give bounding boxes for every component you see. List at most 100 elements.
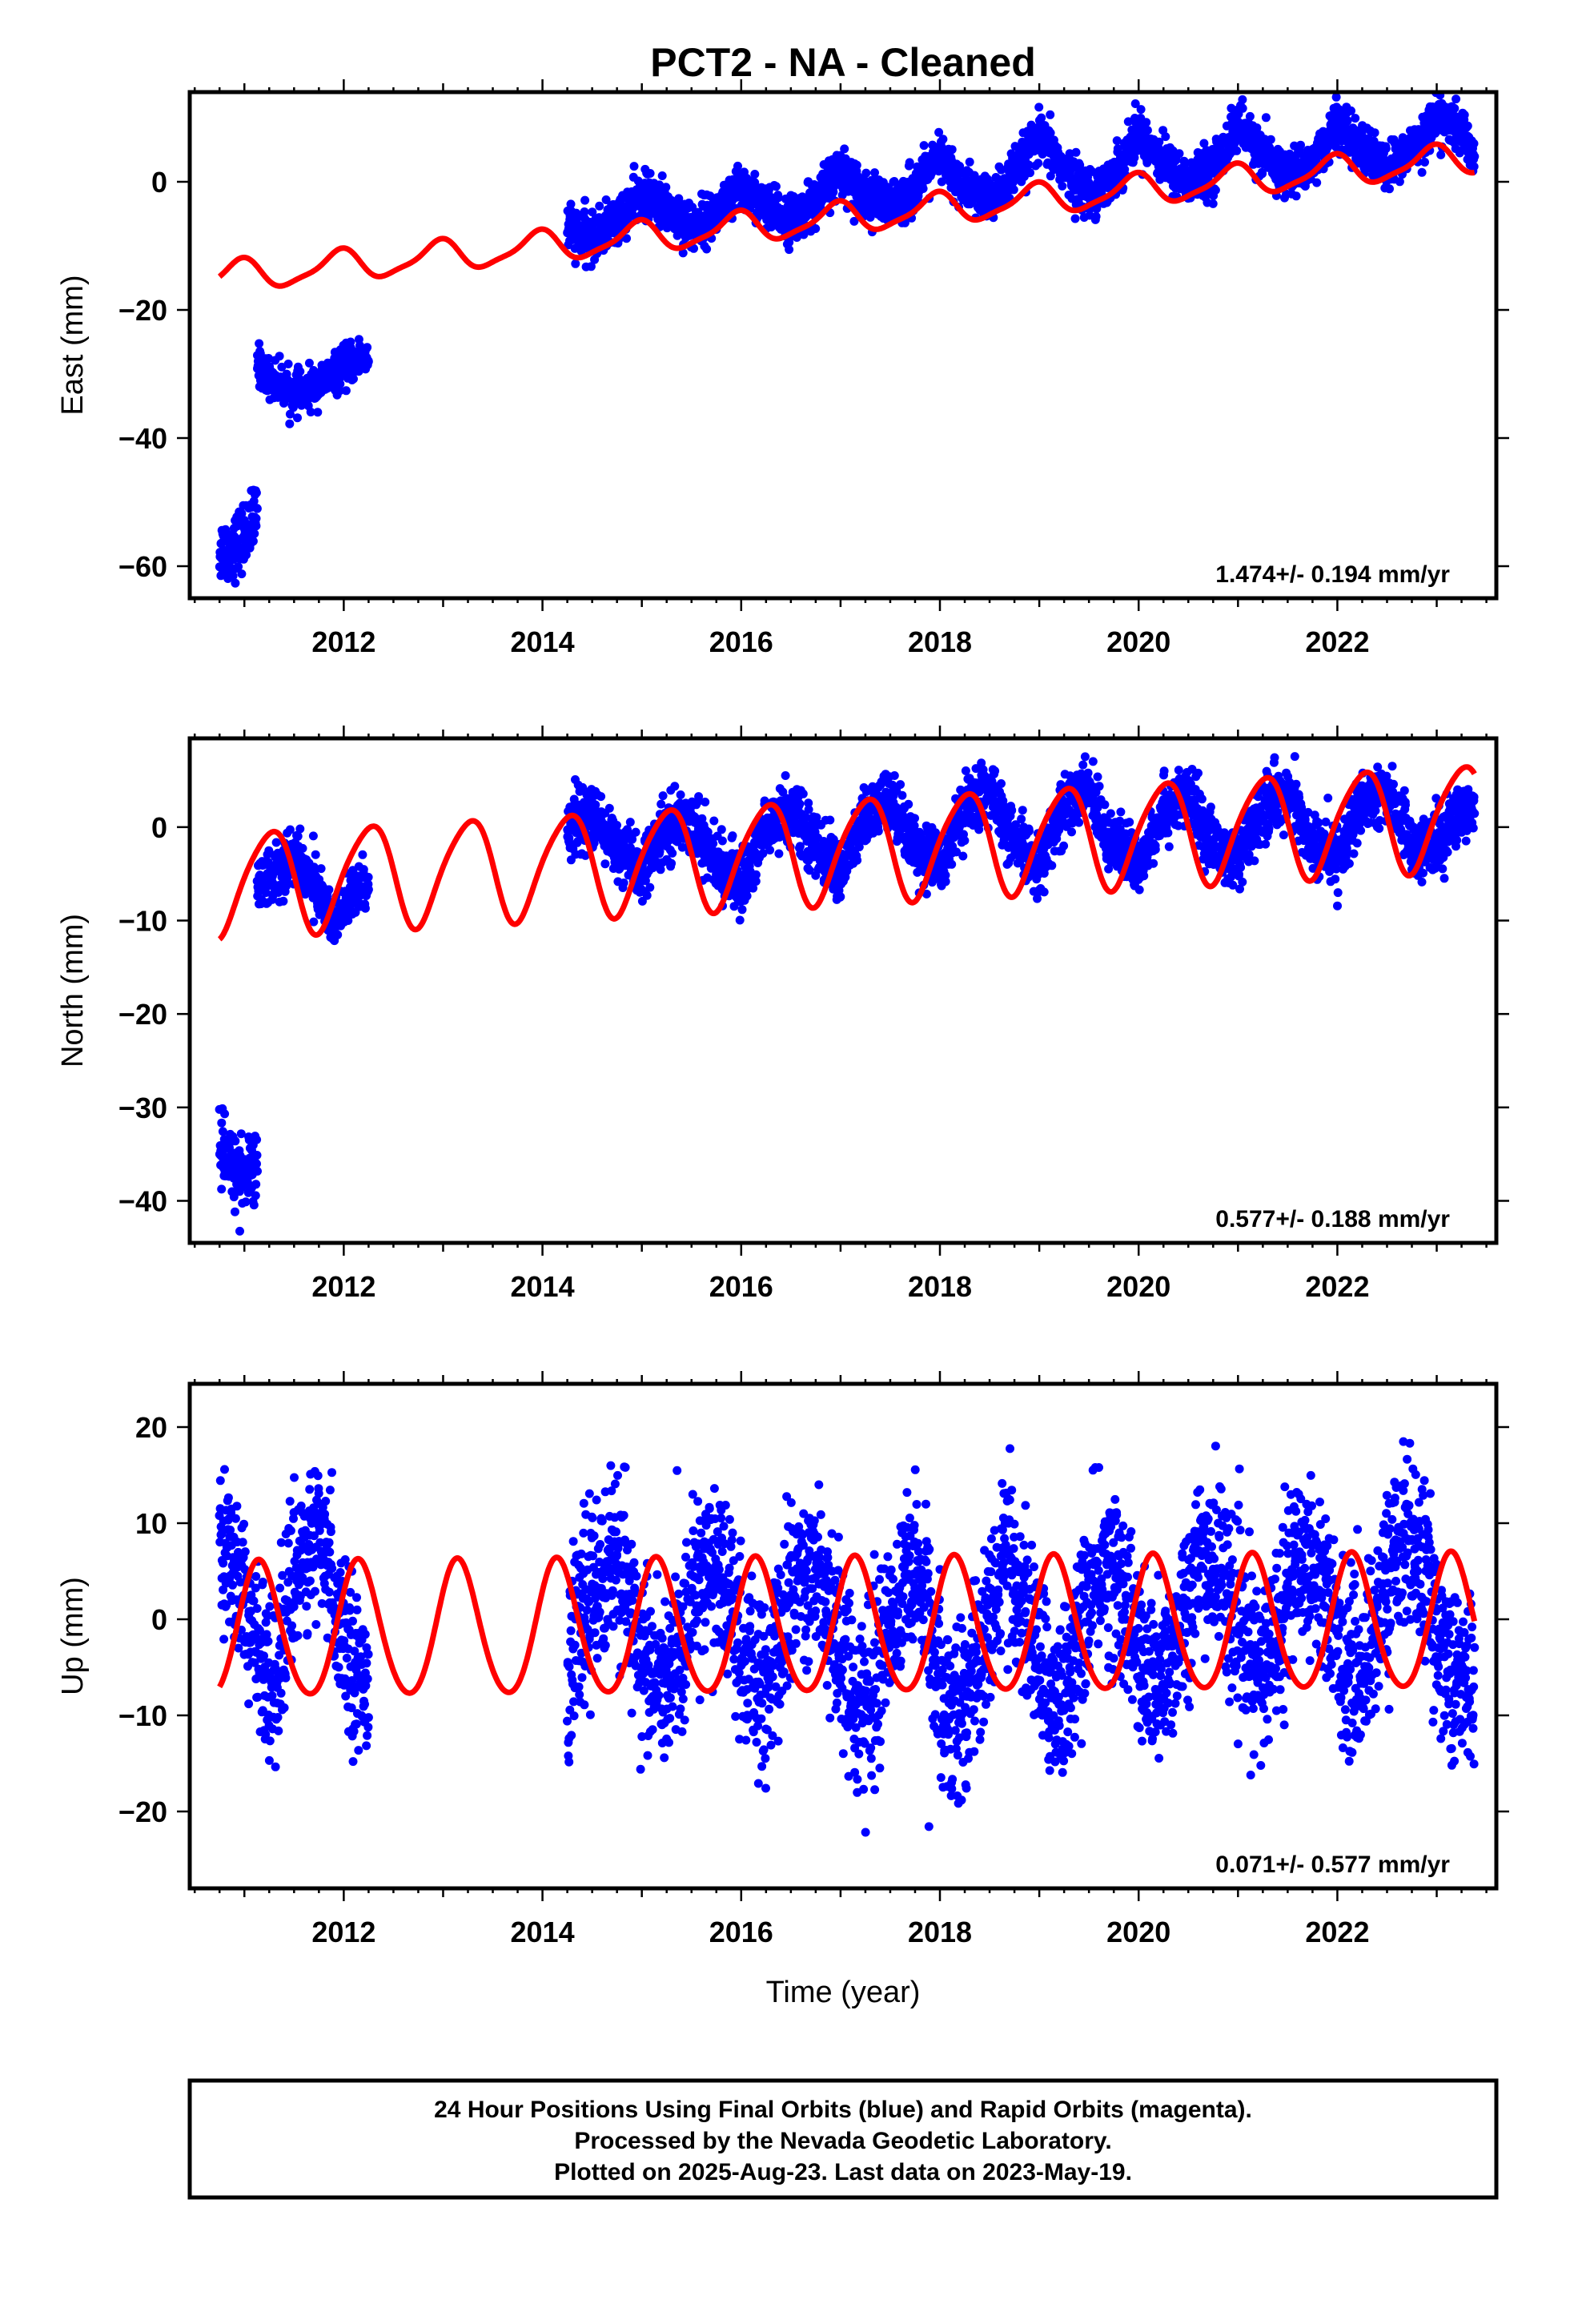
data-point	[765, 846, 775, 854]
data-point	[295, 824, 305, 834]
data-point	[1130, 99, 1140, 108]
data-point	[658, 791, 668, 801]
data-point	[795, 799, 805, 809]
data-point	[1312, 178, 1322, 187]
data-point	[1385, 184, 1394, 194]
data-point	[1452, 94, 1461, 104]
data-point	[255, 339, 264, 348]
data-point	[580, 195, 590, 205]
data-point	[1245, 111, 1255, 121]
data-point	[335, 386, 344, 396]
data-point	[311, 850, 320, 859]
data-point	[333, 930, 343, 939]
data-point	[937, 177, 946, 187]
data-point	[234, 562, 243, 572]
data-point	[1130, 153, 1139, 163]
data-point	[1123, 117, 1133, 127]
data-point	[709, 816, 719, 826]
data-point	[1420, 158, 1429, 167]
data-point	[237, 569, 247, 579]
data-point	[285, 409, 295, 419]
data-point	[619, 879, 628, 887]
data-point	[363, 872, 373, 882]
data-point	[728, 831, 737, 841]
data-point	[1174, 149, 1184, 159]
data-point	[622, 234, 631, 243]
data-point	[231, 1136, 240, 1146]
data-point	[773, 193, 783, 203]
data-point	[586, 262, 596, 271]
data-point	[231, 578, 240, 588]
data-point	[668, 848, 677, 858]
data-point	[667, 858, 677, 868]
panel-1: 2012 2014 2016 2018 2020 20220−10−20−30−40Nor…	[56, 726, 1509, 1303]
data-point	[571, 259, 580, 268]
data-point	[689, 243, 698, 253]
data-point	[676, 790, 685, 799]
data-point	[250, 529, 259, 538]
data-point	[1058, 181, 1067, 191]
data-point	[298, 843, 307, 853]
data-point	[1034, 159, 1043, 168]
data-point	[947, 145, 957, 155]
data-point	[604, 803, 614, 813]
data-point	[1238, 103, 1247, 113]
data-point	[657, 171, 667, 180]
data-point	[625, 818, 635, 827]
data-point	[220, 1109, 230, 1119]
data-point	[1470, 151, 1480, 161]
data-point	[588, 207, 597, 217]
data-point	[849, 216, 859, 226]
data-point	[1142, 126, 1152, 135]
data-point	[870, 168, 879, 178]
data-point	[275, 352, 284, 361]
x-tick-label: 2020	[1106, 625, 1170, 658]
data-point	[1070, 214, 1080, 223]
data-point	[1136, 105, 1146, 115]
data-point	[1238, 94, 1247, 104]
data-point	[785, 245, 794, 255]
data-point	[811, 224, 821, 233]
data-point	[1370, 128, 1379, 138]
data-point	[804, 805, 813, 814]
data-point	[249, 497, 259, 506]
data-point	[237, 509, 247, 518]
data-point	[771, 182, 781, 191]
data-point	[612, 821, 621, 830]
data-point	[324, 885, 334, 895]
data-point	[596, 792, 606, 802]
data-point	[295, 367, 305, 376]
data-point	[228, 571, 238, 581]
data-point	[363, 885, 373, 895]
data-point	[701, 798, 710, 806]
data-point	[1291, 191, 1301, 201]
data-point	[358, 850, 367, 859]
data-point	[709, 838, 718, 848]
data-point	[251, 488, 261, 497]
rate-label: 1.474+/- 0.194 mm/yr	[1215, 561, 1450, 588]
data-point	[785, 238, 794, 247]
data-point	[934, 127, 944, 137]
y-tick-label: −60	[118, 550, 167, 583]
data-point	[252, 504, 262, 513]
data-point	[251, 513, 261, 523]
data-point	[566, 199, 576, 209]
data-point	[308, 831, 318, 841]
data-point	[733, 161, 742, 171]
data-point	[1024, 160, 1034, 170]
data-point	[253, 1167, 262, 1176]
data-point	[235, 1226, 244, 1236]
data-point	[737, 905, 747, 915]
x-tick-label: 2016	[709, 625, 773, 658]
data-point	[1046, 128, 1055, 138]
data-point	[277, 362, 287, 372]
data-point	[252, 1151, 262, 1160]
data-point	[1161, 132, 1170, 142]
data-point	[251, 521, 261, 531]
data-point	[781, 771, 790, 780]
data-point	[252, 1135, 262, 1144]
data-point	[600, 859, 610, 869]
x-tick-label: 2012	[311, 625, 375, 658]
data-point	[359, 865, 368, 875]
